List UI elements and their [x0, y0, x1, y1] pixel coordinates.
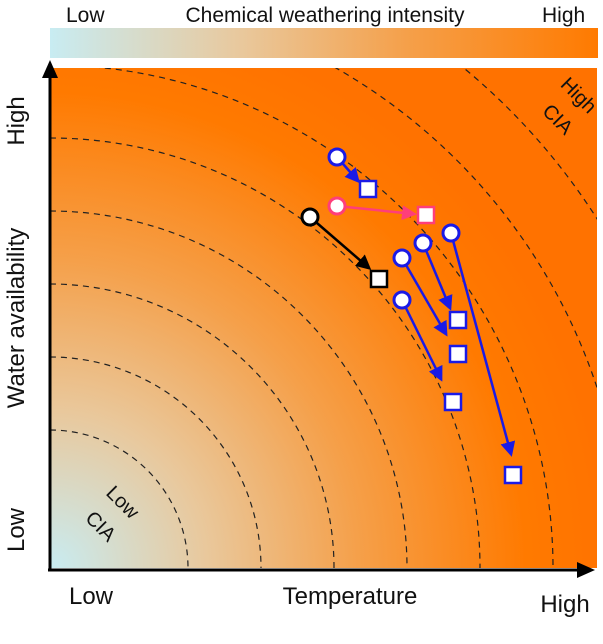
shift-end-square [369, 269, 389, 289]
shift-arrow [400, 257, 448, 337]
shift-start-circle [327, 196, 347, 216]
shift-end-square [503, 465, 523, 485]
x-axis-arrowhead [577, 562, 595, 578]
shift-start-circle [441, 223, 461, 243]
contour-line-4 [50, 210, 408, 568]
colorbar [50, 28, 598, 58]
shift-start-circle [392, 290, 412, 310]
shift-start-circle [413, 233, 433, 253]
shift-arrow [336, 204, 417, 221]
shift-blue-2 [413, 233, 468, 330]
shift-blue-5 [441, 223, 523, 485]
shift-blue-4 [392, 290, 463, 412]
contour-line-8 [462, 68, 597, 220]
cia-contours [50, 68, 597, 568]
x-axis-title: Temperature [283, 583, 418, 610]
shift-arrow [309, 216, 372, 270]
shift-start-circle [300, 207, 320, 227]
contour-line-7 [334, 68, 597, 390]
shift-blue-1 [327, 147, 378, 199]
colorbar-high-label: High [542, 4, 585, 27]
y-low-label: Low [3, 507, 30, 552]
x-high-label: High [540, 591, 589, 618]
plot-background [50, 68, 597, 568]
shift-end-square [443, 392, 463, 412]
y-axis-title: Water availability [3, 228, 30, 409]
shift-start-circle [392, 248, 412, 268]
colorbar-title: Chemical weathering intensity [186, 4, 465, 27]
shift-arrow [421, 242, 453, 311]
shift-end-square [358, 179, 378, 199]
contour-line-3 [50, 283, 335, 568]
shift-end-square [448, 344, 468, 364]
contour-line-5 [50, 137, 481, 568]
contour-line-2 [50, 356, 262, 568]
y-axis-arrowhead [42, 60, 58, 78]
shift-pink [327, 196, 436, 225]
shift-arrow [449, 232, 516, 457]
shift-end-square [416, 205, 436, 225]
x-low-label: Low [69, 583, 114, 610]
y-high-label: High [3, 96, 30, 145]
shift-black [300, 207, 389, 289]
shift-start-circle [327, 147, 347, 167]
shift-blue-3 [392, 248, 468, 364]
colorbar-low-label: Low [66, 4, 105, 27]
shift-end-square [448, 310, 468, 330]
shift-arrow [400, 299, 443, 382]
